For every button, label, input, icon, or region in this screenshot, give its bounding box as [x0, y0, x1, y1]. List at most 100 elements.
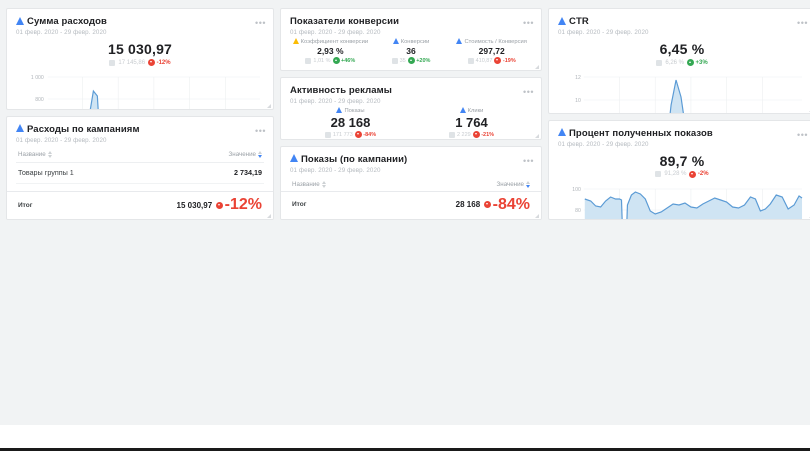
- impression-share-area-line: [584, 191, 803, 219]
- ctr-chart-y-axis: 12 10 8 6 4: [575, 75, 581, 104]
- card-ctr-kpi: 6,45 % 6,26 % +3%: [558, 41, 806, 66]
- card-ctr-delta-text: +3%: [695, 59, 708, 66]
- impression-share-area-fill: [584, 191, 803, 219]
- arrow-down-icon: [148, 59, 156, 66]
- more-options-icon[interactable]: •••: [523, 87, 534, 98]
- footer-strip: [0, 425, 810, 451]
- card-ctr-value: 6,45 %: [659, 41, 705, 57]
- column-header-name[interactable]: Название: [16, 147, 179, 163]
- svg-text:80: 80: [575, 208, 581, 214]
- metric-prev: 35: [399, 57, 406, 64]
- card-impression-share-delta-text: -2%: [697, 171, 709, 178]
- card-spend-delta: -12%: [148, 59, 171, 66]
- more-options-icon[interactable]: •••: [255, 125, 266, 136]
- sort-icon[interactable]: [258, 150, 262, 158]
- metric-label-text: Стоимость / Конверсия: [464, 39, 527, 45]
- ctr-area-fill: [670, 80, 684, 113]
- card-ad-activity-header: Активность рекламы: [290, 85, 532, 96]
- total-right: 15 030,97 -12%: [177, 196, 262, 214]
- card-impressions-by-campaign-header: Показы (по кампании): [290, 154, 532, 165]
- card-ad-activity-title: Активность рекламы: [290, 85, 392, 97]
- column-right: CTR ••• 01 февр. 2020 - 29 февр. 2020 6,…: [548, 8, 810, 220]
- column-middle: Показатели конверсии ••• 01 февр. 2020 -…: [280, 8, 542, 220]
- legend-swatch-icon: [305, 57, 312, 64]
- legend-swatch-icon: [467, 57, 474, 64]
- card-conversion-title: Показатели конверсии: [290, 16, 400, 27]
- sort-icon[interactable]: [526, 180, 530, 188]
- triangle-chart-icon: [290, 154, 298, 163]
- legend-swatch-icon: [324, 131, 331, 138]
- more-options-icon[interactable]: •••: [797, 129, 808, 140]
- triangle-chart-icon: [16, 124, 24, 133]
- card-impressions-by-campaign-title: Показы (по кампании): [301, 153, 408, 165]
- svg-text:12: 12: [575, 75, 581, 81]
- arrow-down-icon: [216, 201, 224, 209]
- card-spend[interactable]: Сумма расходов ••• 01 февр. 2020 - 29 фе…: [6, 8, 274, 110]
- resize-handle-icon[interactable]: [267, 103, 271, 108]
- card-impressions-by-campaign[interactable]: Показы (по кампании) ••• 01 февр. 2020 -…: [280, 145, 542, 220]
- conversion-metrics: Коэффициент конверсии 2,93 % 1,01 % +46% …: [290, 38, 532, 64]
- column-header-name-label: Название: [292, 180, 320, 188]
- triangle-chart-icon: [459, 107, 466, 114]
- metric-delta: -19%: [494, 57, 516, 64]
- metric-delta: -21%: [472, 131, 494, 139]
- card-impressions-by-campaign-date-range: 01 февр. 2020 - 29 февр. 2020: [290, 166, 381, 174]
- total-delta: -84%: [484, 196, 530, 214]
- resize-handle-icon[interactable]: [267, 214, 271, 218]
- card-ctr-date-range: 01 февр. 2020 - 29 февр. 2020: [558, 29, 649, 36]
- sort-icon[interactable]: [321, 180, 326, 188]
- total-value: 15 030,97: [176, 200, 213, 210]
- arrow-up-icon: [687, 59, 694, 66]
- resize-handle-icon[interactable]: [535, 65, 539, 70]
- svg-text:100: 100: [572, 187, 581, 193]
- resize-handle-icon[interactable]: [535, 133, 539, 138]
- more-options-icon[interactable]: •••: [523, 155, 534, 166]
- impression-share-y-axis: 100 80 60 40 20: [572, 187, 581, 214]
- card-conversion-header: Показатели конверсии: [290, 16, 532, 27]
- card-spend-by-campaign-header: Расходы по кампаниям: [16, 124, 264, 135]
- more-options-icon[interactable]: •••: [797, 18, 808, 28]
- metric-value: 297,72: [478, 46, 505, 56]
- metric-impressions: Показы 28 168 171 773 -84%: [290, 107, 411, 139]
- card-spend-header: Сумма расходов: [16, 16, 264, 27]
- total-delta-text: -84%: [492, 195, 530, 213]
- legend-swatch-icon: [655, 171, 662, 178]
- more-options-icon[interactable]: •••: [523, 18, 534, 28]
- total-delta-text: -12%: [224, 196, 262, 213]
- arrow-down-icon: [354, 131, 362, 139]
- spend-chart-gridlines: [47, 76, 261, 109]
- column-header-value[interactable]: Значение: [178, 147, 264, 163]
- table-header-row: Название Значение: [16, 147, 264, 163]
- impressions-total-row: Итог 28 168 -84%: [281, 190, 541, 219]
- arrow-up-icon: [332, 57, 340, 64]
- card-spend-comparison: 17 145,86 -12%: [16, 59, 264, 66]
- card-spend-prev: 17 145,86: [118, 59, 146, 66]
- card-spend-date-range: 01 февр. 2020 - 29 февр. 2020: [16, 29, 107, 36]
- card-impression-share[interactable]: Процент полученных показов ••• 01 февр. …: [548, 119, 810, 220]
- resize-handle-icon[interactable]: [535, 213, 539, 218]
- total-value: 28 168: [455, 200, 481, 210]
- sort-icon[interactable]: [47, 150, 52, 158]
- metric-value: 28 168: [330, 115, 371, 131]
- metric-value: 36: [406, 46, 416, 56]
- card-impression-share-delta: -2%: [689, 170, 709, 178]
- card-spend-by-campaign[interactable]: Расходы по кампаниям ••• 01 февр. 2020 -…: [6, 115, 274, 220]
- arrow-down-icon: [484, 201, 492, 209]
- card-ctr-title: CTR: [569, 16, 589, 27]
- triangle-chart-icon: [16, 16, 24, 25]
- card-impression-share-value: 89,7 %: [659, 152, 705, 169]
- metric-value: 1 764: [455, 115, 488, 131]
- total-right: 28 168 -84%: [456, 196, 530, 214]
- more-options-icon[interactable]: •••: [255, 18, 266, 28]
- legend-swatch-icon: [448, 131, 455, 138]
- arrow-down-icon: [494, 57, 502, 64]
- metric-label-text: Конверсии: [400, 39, 430, 45]
- card-ad-activity[interactable]: Активность рекламы ••• 01 февр. 2020 - 2…: [280, 77, 542, 140]
- total-delta: -12%: [216, 196, 262, 214]
- card-conversion[interactable]: Показатели конверсии ••• 01 февр. 2020 -…: [280, 8, 542, 72]
- card-ctr[interactable]: CTR ••• 01 февр. 2020 - 29 февр. 2020 6,…: [548, 8, 810, 114]
- metric-prev: 2 229: [456, 131, 471, 138]
